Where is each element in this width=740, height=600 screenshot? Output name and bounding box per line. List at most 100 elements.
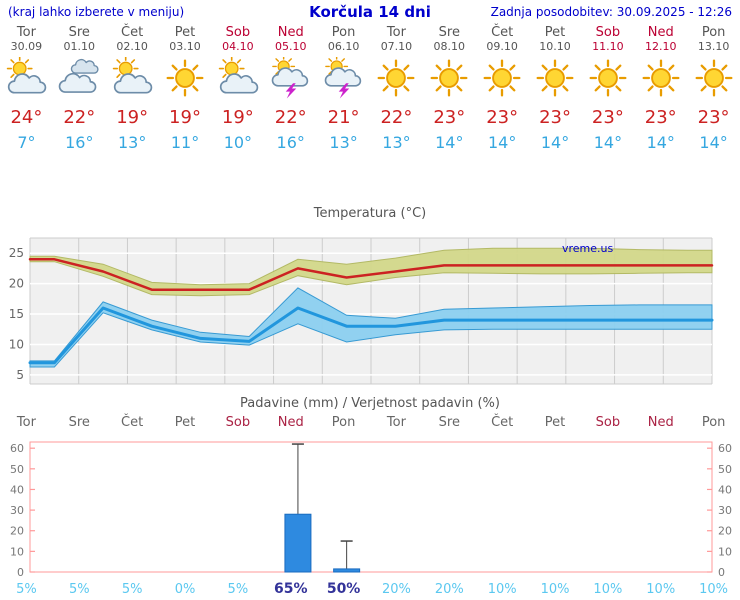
max-temperature: 23° [591,107,624,128]
page-header: (kraj lahko izberete v meniju) Korčula 1… [0,0,740,24]
day-name: Sob [225,25,251,40]
day-column: Pet 03.10 19° 11° [159,24,212,162]
partly-cloudy-icon [111,57,153,99]
max-temperature: 22° [274,107,307,128]
max-temperature: 23° [697,107,730,128]
precip-probability: 10% [593,582,623,597]
sunny-icon [164,57,206,99]
day-column: Čet 09.10 23° 14° [476,24,529,162]
precip-day-label: Sre [438,415,460,430]
precip-day-label: Pon [331,415,356,430]
day-name: Tor [386,25,406,40]
precip-day-labels: Tor Sre Čet Pet Sob Ned Pon Tor Sre Čet Pet Sob Ned P… [0,414,740,432]
day-date: 06.10 [327,40,360,53]
y-axis-label: 30 [10,504,24,517]
day-column: Čet 02.10 19° 13° [106,24,159,162]
temp-chart-title: Temperatura (°C) [313,206,427,221]
y-axis-label: 10 [718,545,732,558]
min-temperature: 14° [540,133,570,152]
day-date: 09.10 [486,40,518,53]
precip-probability: 5% [68,582,90,597]
last-updated: Zadnja posodobitev: 30.09.2025 - 12:26 [490,5,732,19]
watermark-link[interactable]: vreme.us [562,242,614,255]
sunny-icon [640,57,682,99]
sunny-icon [587,57,629,99]
menu-hint: (kraj lahko izberete v meniju) [8,5,185,19]
max-temperature: 23° [486,107,519,128]
max-temperature: 24° [10,107,43,128]
precip-probability-row: 5% 5% 5% 0% 5% 65% 50% 20% 20% 10% 10% 10% 10% 10% [0,582,740,598]
day-column: Sob 04.10 19° 10° [211,24,264,162]
precip-probability: 10% [540,582,570,597]
max-temp-range-band [29,247,713,297]
day-name: Tor [16,25,36,40]
y-axis-label: 40 [718,483,732,496]
precip-chart-title: Padavine (mm) / Verjetnost padavin (%) [240,396,500,411]
day-date: 01.10 [63,40,96,53]
day-name: Pet [174,25,196,40]
day-name: Pet [544,25,566,40]
precip-probability: 5% [227,582,249,597]
day-date: 08.10 [433,40,466,53]
precip-probability: 50% [326,581,361,597]
y-axis-label: 60 [718,442,732,455]
sunny-icon [693,57,735,99]
y-axis-label: 0 [718,566,725,579]
precip-probability: 20% [381,582,411,597]
min-temperature: 14° [593,133,623,152]
day-date: 30.09 [10,40,43,53]
y-axis-label: 30 [718,504,732,517]
day-date: 10.10 [539,40,571,53]
sunny-icon [375,57,417,99]
precip-bar [333,568,361,573]
min-temperature: 16° [65,133,94,152]
precip-probability: 10% [487,582,517,597]
precip-probability: 10% [699,582,729,597]
precip-day-label: Pet [544,415,566,430]
max-temperature: 22° [63,107,96,128]
min-temperature: 7° [17,133,36,152]
precip-day-label: Sob [595,415,621,430]
precip-probability: 5% [121,582,143,597]
day-column: Pon 06.10 21° 13° [317,24,370,162]
precipitation-chart: 0 0 10 10 20 20 30 30 40 40 50 50 60 60 [10,441,732,579]
day-date: 13.10 [697,40,730,53]
sunny-icon [428,57,470,99]
y-axis-label: 40 [10,483,24,496]
precip-day-label: Sob [225,415,251,430]
precip-day-label: Ned [647,415,674,430]
day-date: 03.10 [169,40,201,53]
min-temperature: 13° [382,133,411,152]
day-column: Pet 10.10 23° 14° [529,24,582,162]
precip-day-label: Ned [277,415,304,430]
min-temperature: 11° [170,133,200,152]
y-axis-label: 15 [9,307,24,321]
max-temperature: 23° [433,107,466,128]
min-temperature: 13° [117,133,147,152]
min-temp-line [28,306,714,365]
min-temperature: 13° [329,133,358,152]
min-temperature: 14° [646,133,675,152]
sunny-icon [534,57,576,99]
max-temperature: 22° [380,107,413,128]
day-date: 02.10 [116,40,148,53]
max-temperature: 23° [644,107,677,128]
precip-day-label: Pon [701,415,726,430]
precip-day-label: Pet [174,415,196,430]
precip-day-label: Čet [491,415,514,430]
y-axis-label: 25 [9,246,24,260]
precip-probability: 65% [273,581,308,597]
day-name: Ned [277,25,304,40]
precip-day-label: Tor [16,415,36,430]
precip-plot-area [29,441,713,573]
max-temperature: 19° [169,107,201,128]
y-axis-label: 60 [10,442,24,455]
day-date: 04.10 [222,40,254,53]
min-temperature: 14° [487,133,517,152]
min-temperature: 14° [435,133,464,152]
precip-day-label: Čet [121,415,144,430]
partly-cloudy-icon [217,57,259,99]
day-column: Sob 11.10 23° 14° [581,24,634,162]
min-temperature: 10° [223,133,253,152]
y-axis-label: 5 [16,368,24,382]
